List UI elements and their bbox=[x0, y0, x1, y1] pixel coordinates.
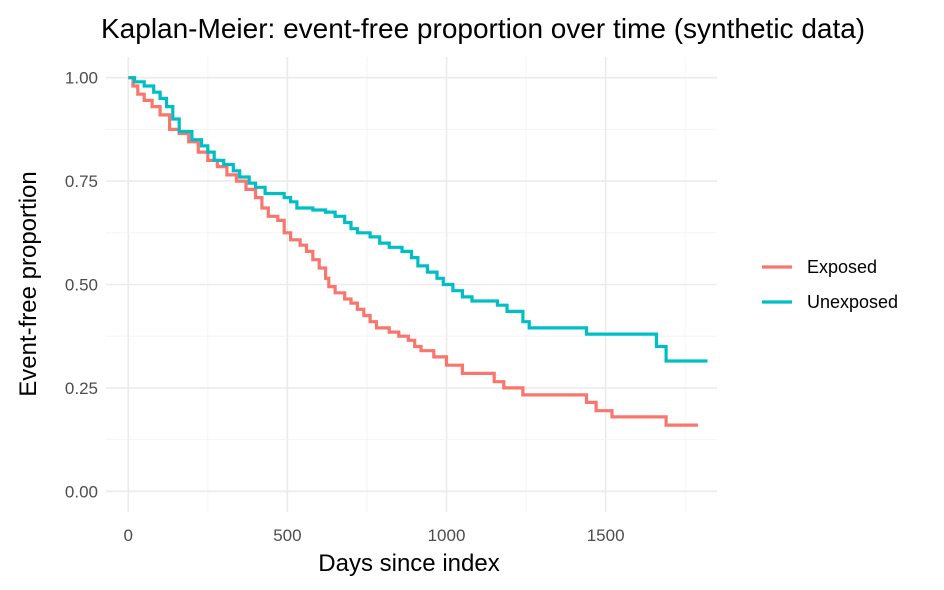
legend-label-exposed: Exposed bbox=[807, 257, 877, 277]
x-tick-label: 500 bbox=[273, 526, 301, 545]
x-tick-label: 1500 bbox=[587, 526, 625, 545]
y-axis-label: Event-free proportion bbox=[15, 171, 42, 396]
y-axis-ticks: 0.00 0.25 0.50 0.75 1.00 bbox=[65, 69, 98, 502]
y-tick-label: 0.25 bbox=[65, 379, 98, 398]
legend: Exposed Unexposed bbox=[762, 257, 898, 312]
y-tick-label: 0.00 bbox=[65, 482, 98, 501]
x-axis-label: Days since index bbox=[318, 550, 499, 577]
x-tick-label: 1000 bbox=[428, 526, 466, 545]
series-line-exposed bbox=[128, 76, 698, 427]
series-lines bbox=[128, 76, 708, 427]
y-tick-label: 0.75 bbox=[65, 172, 98, 191]
chart-title: Kaplan-Meier: event-free proportion over… bbox=[101, 13, 865, 44]
series-line-unexposed bbox=[128, 76, 708, 363]
x-tick-label: 0 bbox=[124, 526, 133, 545]
legend-label-unexposed: Unexposed bbox=[807, 292, 898, 312]
x-axis-ticks: 0 500 1000 1500 bbox=[124, 526, 625, 545]
y-tick-label: 0.50 bbox=[65, 276, 98, 295]
y-tick-label: 1.00 bbox=[65, 69, 98, 88]
grid bbox=[106, 57, 717, 512]
